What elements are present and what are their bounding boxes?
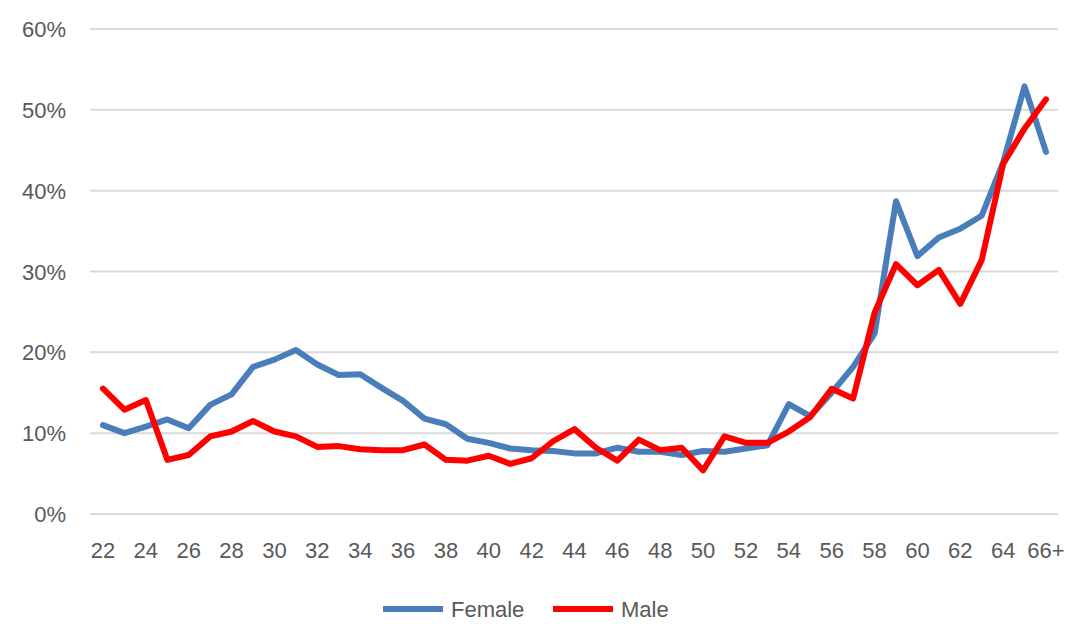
- grid-line: [90, 513, 1058, 515]
- x-tick-label: 62: [948, 538, 972, 563]
- x-tick-label: 38: [434, 538, 458, 563]
- y-tick-label: 50%: [22, 98, 66, 123]
- y-tick-label: 60%: [22, 17, 66, 42]
- x-tick-label: 66+: [1027, 538, 1064, 563]
- x-tick-label: 52: [734, 538, 758, 563]
- legend-label: Male: [621, 597, 669, 622]
- x-tick-label: 42: [519, 538, 543, 563]
- legend-swatch: [553, 606, 613, 612]
- x-tick-label: 50: [691, 538, 715, 563]
- x-tick-label: 28: [219, 538, 243, 563]
- x-tick-label: 26: [176, 538, 200, 563]
- x-tick-label: 44: [562, 538, 586, 563]
- x-tick-label: 34: [348, 538, 372, 563]
- x-tick-label: 48: [648, 538, 672, 563]
- plot-area: [103, 86, 1046, 470]
- x-tick-label: 58: [862, 538, 886, 563]
- x-tick-label: 60: [905, 538, 929, 563]
- x-tick-label: 56: [819, 538, 843, 563]
- grid-line: [90, 28, 1058, 30]
- x-tick-label: 46: [605, 538, 629, 563]
- grid-line: [90, 190, 1058, 192]
- series-line: [103, 99, 1046, 470]
- x-tick-label: 36: [391, 538, 415, 563]
- x-tick-label: 64: [991, 538, 1015, 563]
- x-tick-label: 32: [305, 538, 329, 563]
- y-tick-label: 30%: [22, 260, 66, 285]
- grid-line: [90, 271, 1058, 273]
- legend-label: Female: [451, 597, 524, 622]
- y-tick-label: 0%: [34, 502, 66, 527]
- grid-line: [90, 351, 1058, 353]
- x-tick-label: 40: [477, 538, 501, 563]
- y-tick-label: 40%: [22, 179, 66, 204]
- chart: 0% 10% 20% 30% 40% 50% 60% 22 24 26 28 30 32 34 36 38 40…: [0, 0, 1082, 638]
- x-tick-label: 54: [777, 538, 801, 563]
- y-tick-label: 20%: [22, 340, 66, 365]
- y-tick-label: 10%: [22, 421, 66, 446]
- legend-swatch: [383, 606, 443, 612]
- x-tick-label: 30: [262, 538, 286, 563]
- x-tick-label: 22: [91, 538, 115, 563]
- grid-line: [90, 109, 1058, 111]
- x-tick-label: 24: [134, 538, 158, 563]
